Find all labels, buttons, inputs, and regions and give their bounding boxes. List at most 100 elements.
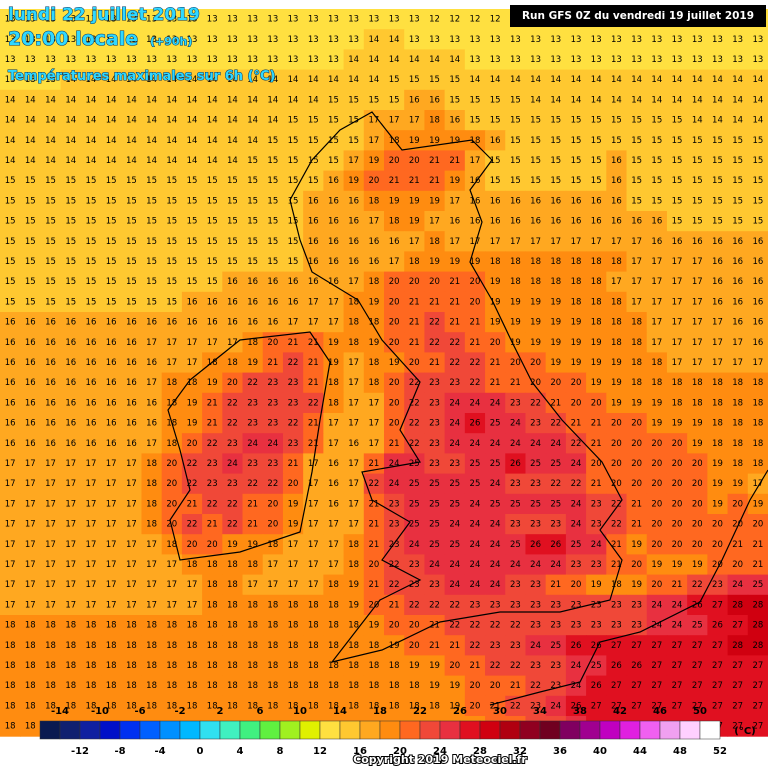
temp-cell bbox=[303, 130, 324, 151]
temp-value: 23 bbox=[429, 398, 440, 408]
temp-value: 17 bbox=[146, 378, 157, 388]
temp-cell bbox=[424, 170, 446, 192]
temp-value: 18 bbox=[126, 681, 137, 691]
temp-value: 16 bbox=[126, 398, 137, 408]
temp-cell bbox=[181, 231, 203, 252]
temp-value: 17 bbox=[106, 540, 117, 550]
colorbar-box bbox=[119, 720, 141, 740]
temp-cell bbox=[101, 9, 122, 30]
temp-cell bbox=[606, 110, 628, 131]
temp-value: 20 bbox=[389, 318, 400, 328]
temp-cell bbox=[586, 190, 607, 212]
temp-cell bbox=[20, 29, 41, 50]
temp-value: 18 bbox=[207, 661, 218, 671]
temp-value: 14 bbox=[45, 136, 56, 146]
temp-cell bbox=[202, 110, 223, 131]
temp-value: 17 bbox=[368, 419, 379, 429]
temp-cell bbox=[424, 9, 446, 30]
temp-value: 17 bbox=[308, 459, 319, 469]
temp-value: 25 bbox=[429, 479, 440, 489]
temp-cell bbox=[687, 110, 708, 131]
temp-value: 18 bbox=[692, 398, 703, 408]
colorbar-label: 0 bbox=[197, 746, 204, 757]
temp-value: 15 bbox=[328, 116, 339, 126]
temp-cell bbox=[545, 231, 567, 252]
temp-value: 17 bbox=[45, 479, 56, 489]
temp-value: 18 bbox=[591, 277, 602, 287]
colorbar-label: 48 bbox=[673, 746, 687, 757]
temp-cell bbox=[222, 271, 244, 293]
temp-value: 14 bbox=[65, 95, 76, 105]
temp-cell bbox=[424, 231, 446, 252]
temp-value: 18 bbox=[752, 439, 763, 449]
temp-value: 15 bbox=[126, 257, 137, 267]
temp-cell bbox=[242, 211, 264, 232]
temp-value: 17 bbox=[45, 520, 56, 530]
temp-value: 15 bbox=[752, 156, 763, 166]
temp-value: 17 bbox=[449, 237, 460, 247]
temp-cell bbox=[0, 271, 21, 293]
temp-cell bbox=[727, 251, 749, 273]
temp-cell bbox=[707, 49, 729, 71]
temp-cell bbox=[404, 9, 425, 30]
temp-value: 22 bbox=[490, 661, 501, 671]
temp-cell bbox=[687, 150, 708, 172]
temp-value: 22 bbox=[187, 520, 198, 530]
temp-cell bbox=[525, 130, 547, 151]
temp-cell bbox=[727, 110, 749, 131]
temp-cell bbox=[161, 49, 183, 71]
colorbar-label: 6 bbox=[257, 706, 264, 717]
temp-value: 15 bbox=[247, 257, 258, 267]
colorbar-box bbox=[299, 720, 321, 740]
temp-value: 21 bbox=[490, 358, 501, 368]
temp-cell bbox=[505, 211, 526, 232]
temp-value: 16 bbox=[5, 398, 16, 408]
forecast-lead: (+90h) bbox=[150, 35, 192, 48]
temp-value: 18 bbox=[368, 661, 379, 671]
temp-value: 18 bbox=[166, 378, 177, 388]
temp-value: 15 bbox=[25, 257, 36, 267]
temp-value: 16 bbox=[470, 217, 481, 227]
temp-value: 18 bbox=[712, 439, 723, 449]
temp-cell bbox=[545, 29, 567, 50]
temp-value: 21 bbox=[429, 297, 440, 307]
temp-value: 18 bbox=[409, 257, 420, 267]
temp-value: 17 bbox=[126, 600, 137, 610]
temp-value: 17 bbox=[732, 338, 743, 348]
temp-cell bbox=[363, 130, 385, 151]
temp-value: 18 bbox=[429, 237, 440, 247]
temp-value: 23 bbox=[530, 580, 541, 590]
temp-value: 20 bbox=[651, 479, 662, 489]
temp-cell bbox=[444, 29, 466, 50]
temp-cell bbox=[20, 89, 41, 111]
temp-value: 19 bbox=[389, 196, 400, 206]
temp-value: 17 bbox=[5, 499, 16, 509]
temp-cell bbox=[101, 170, 122, 192]
temp-cell bbox=[80, 9, 102, 30]
temp-cell bbox=[121, 190, 142, 212]
temp-value: 23 bbox=[389, 499, 400, 509]
temp-cell bbox=[565, 150, 587, 172]
temp-cell bbox=[282, 9, 304, 30]
temp-value: 17 bbox=[45, 580, 56, 590]
temp-value: 18 bbox=[550, 257, 561, 267]
temp-value: 25 bbox=[470, 459, 481, 469]
temp-value: 26 bbox=[712, 621, 723, 631]
temp-value: 18 bbox=[25, 681, 36, 691]
temp-value: 14 bbox=[166, 156, 177, 166]
temp-value: 15 bbox=[389, 95, 400, 105]
temp-value: 14 bbox=[429, 55, 440, 65]
temp-value: 24 bbox=[470, 560, 481, 570]
temp-value: 20 bbox=[389, 338, 400, 348]
temp-value: 16 bbox=[752, 297, 763, 307]
temp-value: 15 bbox=[267, 217, 278, 227]
temp-value: 15 bbox=[126, 176, 137, 186]
temp-value: 20 bbox=[631, 439, 642, 449]
temp-value: 15 bbox=[267, 196, 278, 206]
temp-value: 20 bbox=[732, 520, 743, 530]
temp-value: 13 bbox=[126, 55, 137, 65]
temp-cell bbox=[20, 231, 41, 252]
temp-value: 15 bbox=[409, 75, 420, 85]
temp-value: 15 bbox=[126, 217, 137, 227]
temp-value: 22 bbox=[470, 641, 481, 651]
